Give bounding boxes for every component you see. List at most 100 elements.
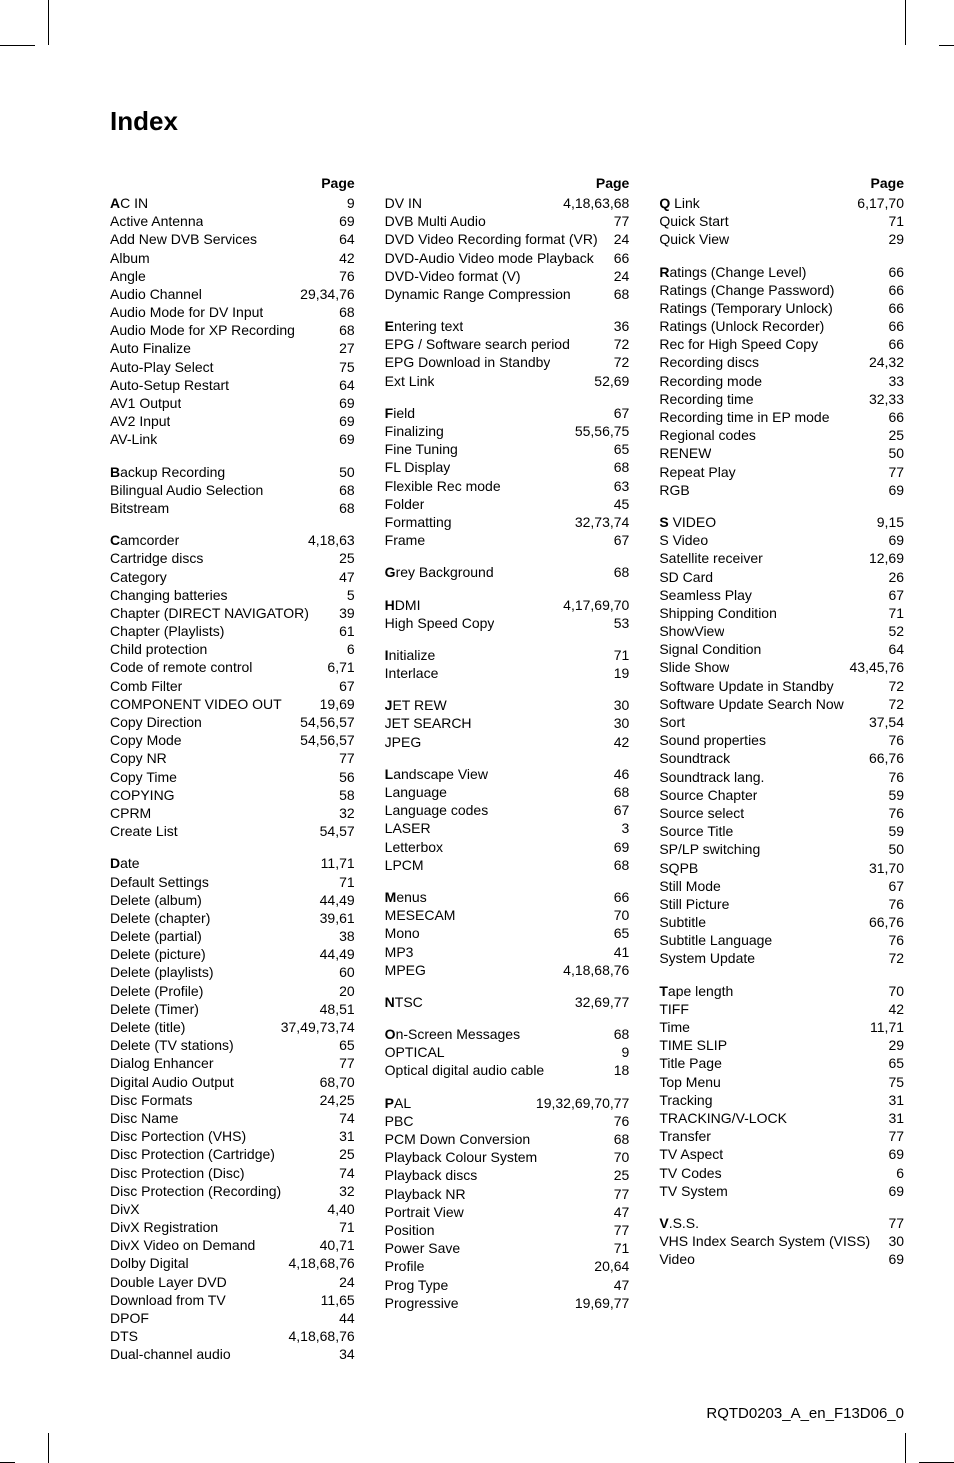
index-term: JET SEARCH (385, 714, 472, 732)
index-entry: Landscape View46 (385, 765, 630, 783)
index-entry: Grey Background68 (385, 563, 630, 581)
index-pages: 72 (608, 335, 630, 353)
index-entry: MPEG4,18,68,76 (385, 961, 630, 979)
index-entry: Code of remote control6,71 (110, 658, 355, 676)
index-entry: ShowView52 (659, 622, 904, 640)
index-pages: 66 (882, 263, 904, 281)
index-term: Category (110, 568, 167, 586)
index-term: Landscape View (385, 765, 488, 783)
index-entry: Audio Mode for XP Recording68 (110, 321, 355, 339)
index-entry: Copy Mode54,56,57 (110, 731, 355, 749)
index-entry: AC IN9 (110, 194, 355, 212)
index-entry: S VIDEO9,15 (659, 513, 904, 531)
index-term: Signal Condition (659, 640, 761, 658)
index-pages: 69 (882, 531, 904, 549)
index-entry: Delete (album)44,49 (110, 891, 355, 909)
index-entry: Ratings (Change Password)66 (659, 281, 904, 299)
index-term: Repeat Play (659, 463, 735, 481)
index-entry: Quick Start71 (659, 212, 904, 230)
index-entry: MP341 (385, 943, 630, 961)
index-entry: Entering text36 (385, 317, 630, 335)
index-entry: Recording time32,33 (659, 390, 904, 408)
index-term: Software Update in Standby (659, 677, 833, 695)
index-pages: 69 (882, 1250, 904, 1268)
index-term: Recording mode (659, 372, 762, 390)
index-term: Ratings (Unlock Recorder) (659, 317, 824, 335)
index-term: Delete (album) (110, 891, 202, 909)
index-entry: Category47 (110, 568, 355, 586)
index-term: Playback Colour System (385, 1148, 538, 1166)
index-pages: 26 (882, 568, 904, 586)
index-entry: EPG Download in Standby72 (385, 353, 630, 371)
index-entry: Satellite receiver12,69 (659, 549, 904, 567)
index-term: Album (110, 249, 150, 267)
index-entry: EPG / Software search period72 (385, 335, 630, 353)
index-entry: Dolby Digital4,18,68,76 (110, 1254, 355, 1272)
index-pages: 3 (616, 819, 630, 837)
index-column: PageAC IN9Active Antenna69Add New DVB Se… (110, 174, 355, 1364)
index-term: V.S.S. (659, 1214, 699, 1232)
index-term: Delete (chapter) (110, 909, 210, 927)
index-pages: 58 (333, 786, 355, 804)
index-entry: TRACKING/V-LOCK31 (659, 1109, 904, 1127)
index-entry: Rec for High Speed Copy66 (659, 335, 904, 353)
index-term: Power Save (385, 1239, 460, 1257)
index-entry: Delete (Timer)48,51 (110, 1000, 355, 1018)
index-entry: Dialog Enhancer77 (110, 1054, 355, 1072)
index-pages: 9,15 (871, 513, 904, 531)
index-entry: Ratings (Temporary Unlock)66 (659, 299, 904, 317)
index-pages: 24 (333, 1273, 355, 1291)
index-term: Changing batteries (110, 586, 228, 604)
index-pages: 68 (608, 1130, 630, 1148)
index-term: Audio Mode for XP Recording (110, 321, 295, 339)
index-entry: Bitstream68 (110, 499, 355, 517)
index-term: Folder (385, 495, 425, 513)
index-term: DVD-Video format (V) (385, 267, 521, 285)
index-entry: Delete (partial)38 (110, 927, 355, 945)
index-pages: 64 (333, 376, 355, 394)
index-entry: LASER 3 (385, 819, 630, 837)
index-pages: 77 (608, 1185, 630, 1203)
index-entry: Cartridge discs25 (110, 549, 355, 567)
index-term: LASER (385, 819, 431, 837)
index-entry: Quick View29 (659, 230, 904, 248)
index-entry: Ext Link52,69 (385, 372, 630, 390)
index-entry: VHS Index Search System (VISS)30 (659, 1232, 904, 1250)
index-pages: 6,71 (321, 658, 354, 676)
index-entry: LPCM68 (385, 856, 630, 874)
index-entry: Add New DVB Services64 (110, 230, 355, 248)
index-pages: 32,69,77 (569, 993, 630, 1011)
index-pages: 42 (608, 733, 630, 751)
index-term: Slide Show (659, 658, 729, 676)
index-term: Delete (playlists) (110, 963, 213, 981)
index-pages: 69 (882, 1145, 904, 1163)
index-entry: Default Settings71 (110, 873, 355, 891)
index-entry: TV System69 (659, 1182, 904, 1200)
index-term: Recording discs (659, 353, 759, 371)
index-pages: 69 (608, 838, 630, 856)
index-pages: 53 (608, 614, 630, 632)
index-pages: 76 (608, 1112, 630, 1130)
index-pages: 69 (333, 430, 355, 448)
index-pages: 71 (608, 646, 630, 664)
index-pages: 50 (882, 840, 904, 858)
index-pages: 31 (882, 1109, 904, 1127)
index-pages: 4,18,63 (302, 531, 355, 549)
index-entry: Delete (picture)44,49 (110, 945, 355, 963)
index-entry: DVD-Video format (V)24 (385, 267, 630, 285)
index-entry: Formatting32,73,74 (385, 513, 630, 531)
index-term: ShowView (659, 622, 724, 640)
index-term: TV System (659, 1182, 727, 1200)
index-pages: 52,69 (588, 372, 629, 390)
index-entry: DivX4,40 (110, 1200, 355, 1218)
index-term: Entering text (385, 317, 464, 335)
index-entry: Disc Formats24,25 (110, 1091, 355, 1109)
index-pages: 42 (882, 1000, 904, 1018)
index-term: Source Chapter (659, 786, 757, 804)
index-pages: 4,18,63,68 (557, 194, 629, 212)
index-term: Title Page (659, 1054, 722, 1072)
index-pages: 34 (333, 1345, 355, 1363)
index-pages: 32,73,74 (569, 513, 630, 531)
index-entry: Audio Channel29,34,76 (110, 285, 355, 303)
index-pages: 30 (608, 714, 630, 732)
